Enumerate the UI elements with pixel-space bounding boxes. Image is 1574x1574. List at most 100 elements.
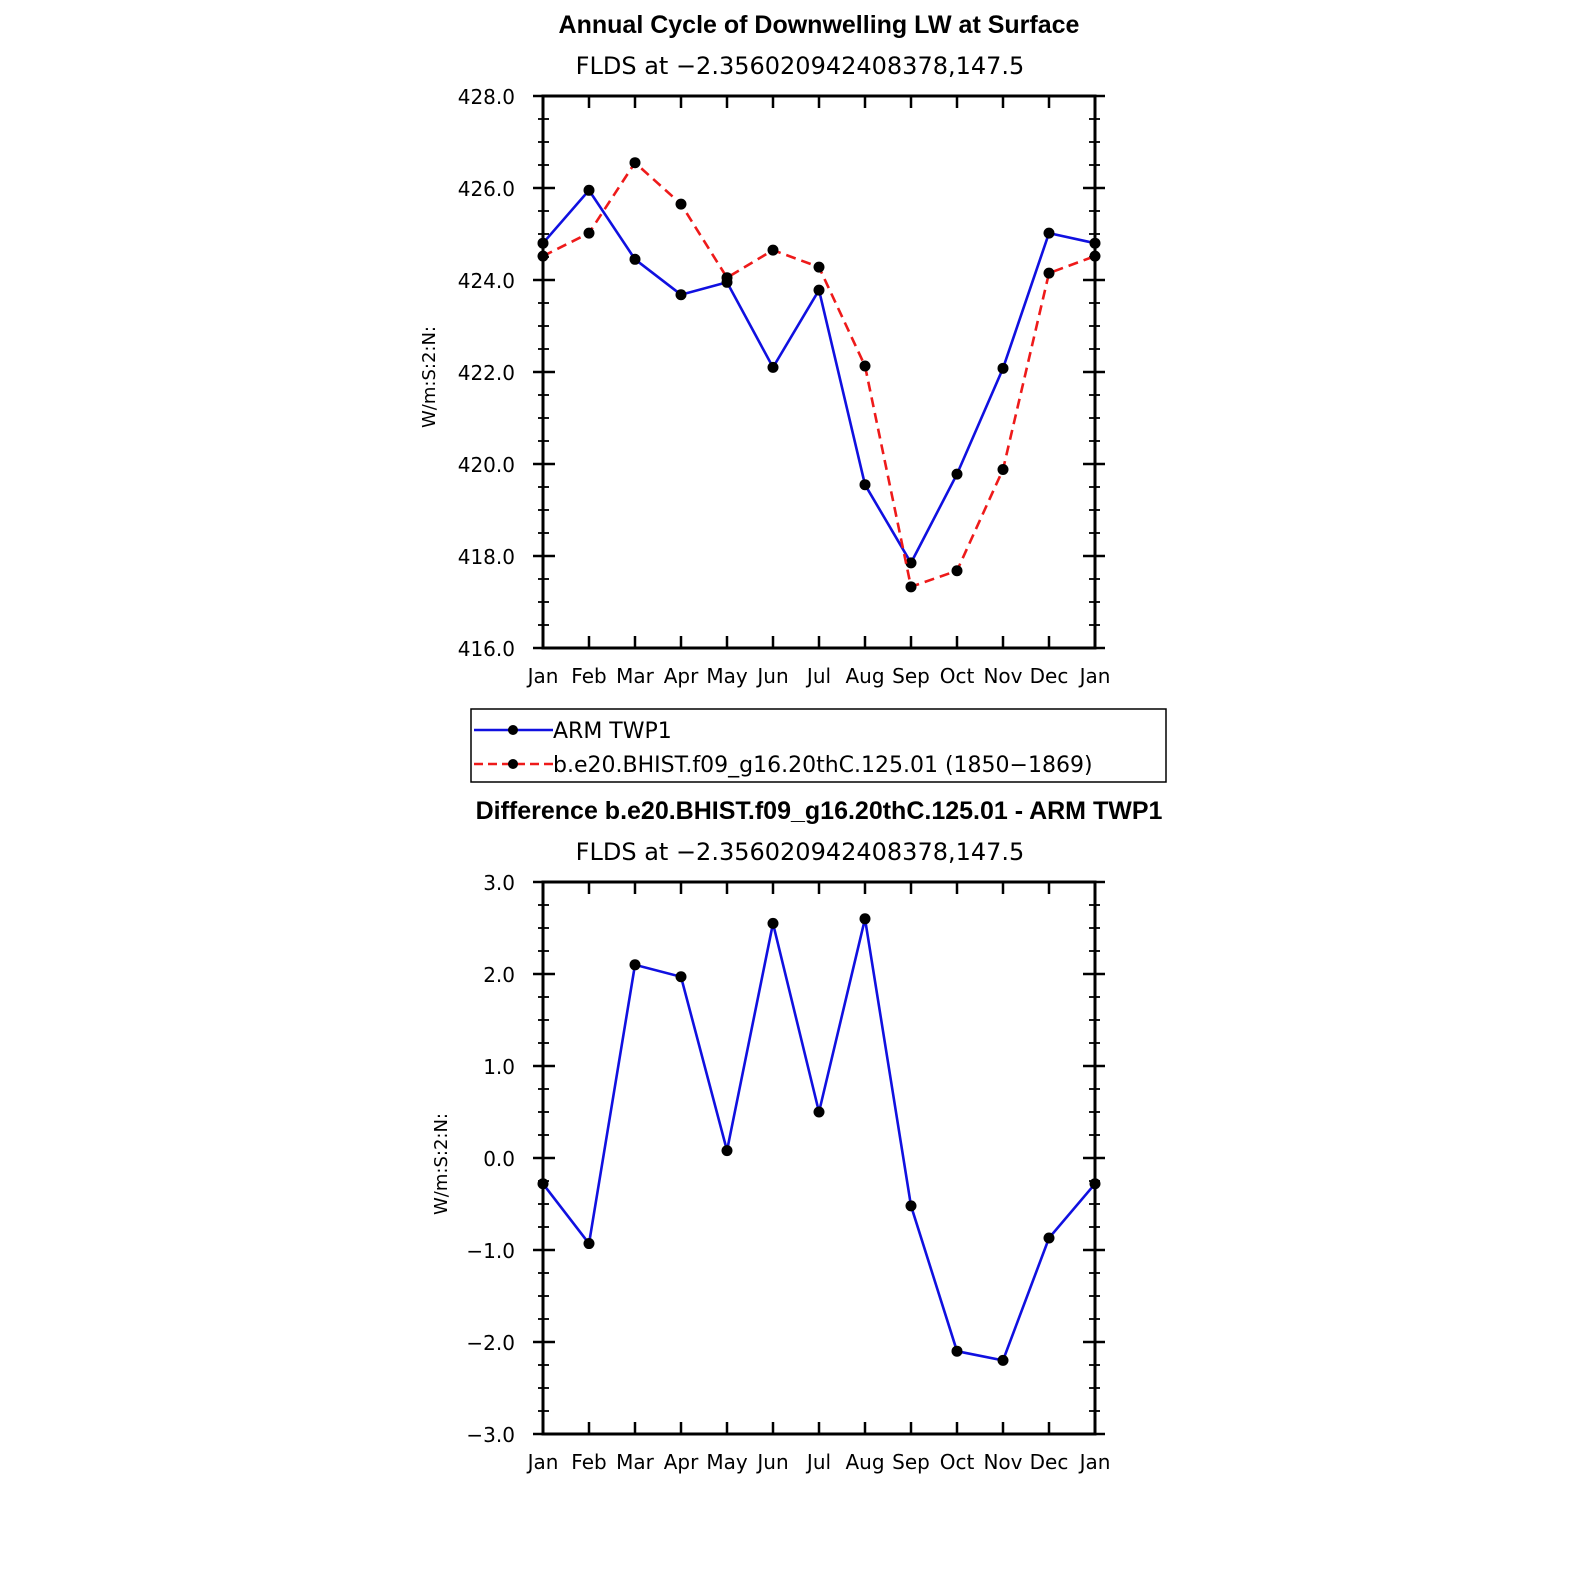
data-point [583,227,595,239]
annual-cycle-chart: Annual Cycle of Downwelling LW at Surfac… [419,11,1110,688]
data-point [1089,1178,1101,1190]
y-axis-label: W/m:S:2:N: [431,1113,452,1215]
plot-series [537,157,1101,593]
x-tick-label: Sep [892,664,930,688]
data-point [629,959,641,971]
x-tick-label: Jun [755,1450,788,1474]
y-tick-label: 0.0 [483,1147,515,1171]
legend: ARM TWP1 b.e20.BHIST.f09_g16.20thC.125.0… [470,708,1167,783]
series-line [542,160,1096,589]
x-tick-label: May [706,664,748,688]
data-point [1043,267,1055,279]
data-point [997,1354,1009,1366]
data-point [951,1345,963,1357]
x-tick-label: Aug [845,664,884,688]
y-tick-label: 418.0 [458,545,515,569]
data-point [905,1200,917,1212]
y-tick-label: 424.0 [458,269,515,293]
x-tick-label: Dec [1030,664,1069,688]
x-tick-label: Feb [571,664,606,688]
data-point [537,250,549,262]
data-point [859,360,871,372]
x-tick-label: Jul [805,1450,831,1474]
data-point [813,284,825,296]
data-point [721,272,733,284]
y-tick-label: −3.0 [466,1423,515,1447]
data-point [583,1238,595,1250]
x-tick-label: Apr [664,664,699,688]
data-point [1043,1232,1055,1244]
chart-title: Difference b.e20.BHIST.f09_g16.20thC.125… [476,797,1163,825]
legend-label-model: b.e20.BHIST.f09_g16.20thC.125.01 (1850−1… [553,753,1093,778]
x-tick-label: Apr [664,1450,699,1474]
y-tick-label: 428.0 [458,85,515,109]
x-tick-label: Nov [983,1450,1022,1474]
legend-entry-arm: ARM TWP1 [474,719,672,744]
x-tick-label: May [706,1450,748,1474]
y-tick-label: 420.0 [458,453,515,477]
legend-marker-model [508,759,518,769]
difference-chart: Difference b.e20.BHIST.f09_g16.20thC.125… [431,797,1162,1474]
chart-subtitle: FLDS at −2.356020942408378,147.5 [576,838,1025,866]
data-point [537,237,549,249]
data-point [767,917,779,929]
x-tick-label: Feb [571,1450,606,1474]
chart-subtitle: FLDS at −2.356020942408378,147.5 [576,52,1025,80]
data-point [1089,250,1101,262]
legend-marker-arm [508,725,518,735]
data-point [1043,227,1055,239]
x-tick-label: Jan [526,1450,559,1474]
data-point [813,1106,825,1118]
data-point [997,362,1009,374]
data-point [537,1178,549,1190]
y-axis-label: W/m:S:2:N: [419,326,440,428]
data-point [951,565,963,577]
plot-series [537,913,1101,1366]
data-point [905,581,917,593]
axis-ticks: Jan Feb Mar Apr May Jun Jul Aug Sep Oct Nov Dec Jan 4… [458,85,1111,688]
x-tick-label: Aug [845,1450,884,1474]
series-line [541,918,1096,1362]
y-tick-label: −1.0 [466,1239,515,1263]
data-point [675,198,687,210]
y-tick-label: 2.0 [483,963,515,987]
y-tick-label: 422.0 [458,361,515,385]
data-point [1089,237,1101,249]
data-point [859,479,871,491]
data-point [905,557,917,569]
x-tick-label: Jun [755,664,788,688]
data-point [583,184,595,196]
series-line [542,188,1096,566]
x-tick-label: Jul [805,664,831,688]
x-tick-label: Mar [616,664,655,688]
data-point [859,913,871,925]
data-point [951,468,963,480]
x-tick-label: Jan [1078,1450,1111,1474]
x-tick-label: Sep [892,1450,930,1474]
y-tick-label: 426.0 [458,177,515,201]
y-tick-label: −2.0 [466,1331,515,1355]
data-point [629,253,641,265]
data-point [629,157,641,169]
y-tick-label: 416.0 [458,637,515,661]
chart-title: Annual Cycle of Downwelling LW at Surfac… [559,11,1080,39]
x-tick-label: Oct [940,1450,975,1474]
x-tick-label: Jan [526,664,559,688]
x-tick-label: Oct [940,664,975,688]
x-tick-label: Dec [1030,1450,1069,1474]
y-tick-label: 1.0 [483,1055,515,1079]
data-point [675,971,687,983]
data-point [721,1145,733,1157]
data-point [997,464,1009,476]
axis-ticks: Jan Feb Mar Apr May Jun Jul Aug Sep Oct Nov Dec Jan 3… [466,871,1110,1474]
data-point [767,244,779,256]
legend-label-arm: ARM TWP1 [553,719,672,744]
data-point [813,261,825,273]
data-point [767,361,779,373]
legend-frame [470,708,1167,783]
plot-frame [541,880,1097,1436]
y-tick-label: 3.0 [483,871,515,895]
x-tick-label: Jan [1078,664,1111,688]
data-point [675,289,687,301]
